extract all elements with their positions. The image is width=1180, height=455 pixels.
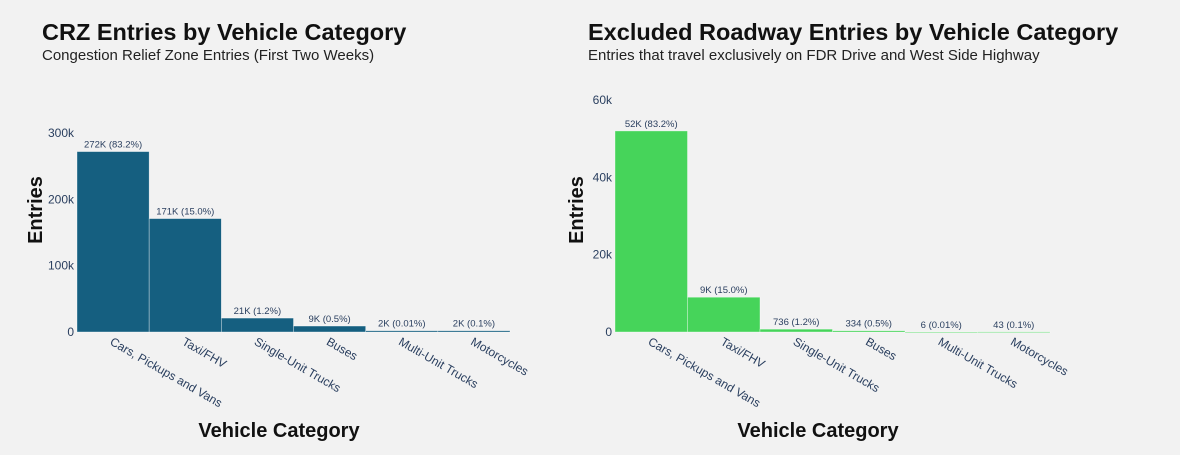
bar — [977, 331, 1051, 333]
bar-data-label: 9K (0.5%) — [308, 314, 350, 325]
bar — [832, 330, 906, 333]
bar — [293, 325, 366, 333]
bar-data-label: 9K (15.0%) — [700, 285, 748, 296]
x-axis-title: Vehicle Category — [737, 420, 899, 442]
bar — [687, 296, 761, 333]
x-axis-title: Vehicle Category — [198, 420, 360, 442]
bar-data-label: 52K (83.2%) — [625, 119, 678, 130]
y-axis-title: Entries — [25, 176, 47, 244]
y-tick-label: 0 — [605, 325, 612, 339]
x-category-label: Multi-Unit Trucks — [936, 334, 1020, 391]
chart-title: CRZ Entries by Vehicle Category — [42, 19, 407, 45]
y-tick-label: 20k — [593, 248, 613, 262]
x-category-label: Buses — [324, 334, 360, 363]
chart-subtitle: Entries that travel exclusively on FDR D… — [588, 47, 1040, 64]
chart-title: Excluded Roadway Entries by Vehicle Cate… — [588, 19, 1119, 45]
y-tick-label: 100k — [48, 259, 75, 273]
bar-data-label: 272K (83.2%) — [84, 140, 142, 151]
x-category-label: Buses — [863, 334, 899, 363]
bar-data-label: 21K (1.2%) — [234, 306, 282, 317]
bar — [614, 130, 688, 333]
bar — [76, 151, 150, 333]
y-tick-label: 0 — [67, 325, 74, 339]
y-tick-label: 60k — [593, 93, 613, 107]
x-category-label: Taxi/FHV — [180, 334, 229, 370]
bar-data-label: 334 (0.5%) — [846, 319, 892, 330]
x-category-label: Taxi/FHV — [718, 334, 767, 370]
bar — [148, 218, 222, 333]
bar-data-label: 6 (0.01%) — [921, 320, 962, 331]
bar — [437, 330, 511, 333]
y-axis-title: Entries — [566, 176, 588, 244]
bar-data-label: 736 (1.2%) — [773, 317, 819, 328]
y-tick-label: 300k — [48, 126, 75, 140]
x-category-label: Motorcycles — [468, 334, 530, 378]
chart-subtitle: Congestion Relief Zone Entries (First Tw… — [42, 47, 375, 64]
bar-data-label: 171K (15.0%) — [156, 207, 214, 218]
y-tick-label: 200k — [48, 192, 75, 206]
x-category-label: Multi-Unit Trucks — [396, 334, 480, 391]
bar — [365, 330, 439, 333]
x-category-label: Motorcycles — [1008, 334, 1070, 378]
crz-chart-panel: CRZ Entries by Vehicle Category Congesti… — [0, 0, 560, 455]
bar-data-label: 2K (0.1%) — [453, 319, 495, 330]
y-tick-label: 40k — [593, 170, 613, 184]
bar-data-label: 43 (0.1%) — [993, 320, 1034, 331]
bar — [759, 328, 833, 333]
excluded-roadway-chart-panel: Excluded Roadway Entries by Vehicle Cate… — [560, 0, 1180, 455]
bar — [904, 331, 978, 334]
bar — [221, 317, 294, 333]
bar-data-label: 2K (0.01%) — [378, 319, 426, 330]
